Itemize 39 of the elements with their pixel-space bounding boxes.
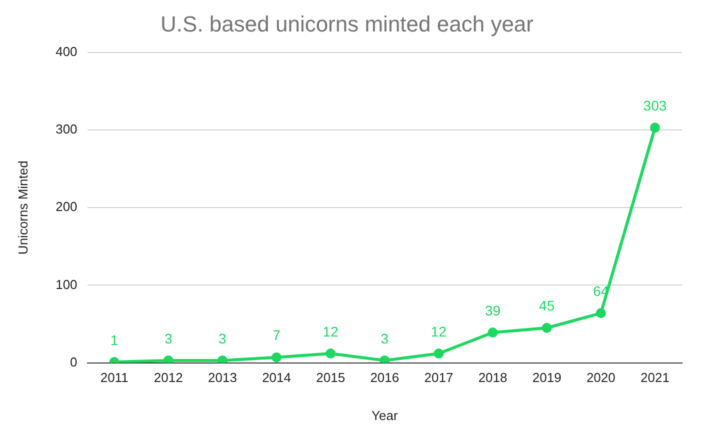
x-tick-label: 2018 xyxy=(478,370,508,386)
x-tick-label: 2021 xyxy=(640,370,670,386)
x-tick-label: 2012 xyxy=(154,370,183,386)
data-label: 3 xyxy=(218,330,227,346)
chart-title: U.S. based unicorns minted each year xyxy=(160,11,534,36)
y-tick-label: 100 xyxy=(56,276,78,292)
data-label: 3 xyxy=(164,330,172,346)
x-tick-label: 2011 xyxy=(100,370,128,386)
point xyxy=(326,348,336,358)
data-label: 1 xyxy=(110,332,118,348)
point xyxy=(434,348,444,358)
x-tick-label: 2020 xyxy=(586,370,616,386)
data-label: 45 xyxy=(539,298,555,314)
x-tick-label: 2013 xyxy=(208,370,237,386)
point xyxy=(488,328,498,338)
point xyxy=(650,122,660,133)
y-axis-title: Unicorns Minted xyxy=(15,160,30,255)
y-tick-label: 200 xyxy=(56,199,78,214)
y-tick-label: 0 xyxy=(70,354,78,370)
x-tick-label: 2017 xyxy=(424,370,454,386)
x-tick-label: 2015 xyxy=(316,370,346,386)
point xyxy=(272,352,282,362)
data-label: 12 xyxy=(430,323,447,340)
point xyxy=(217,355,228,363)
data-label: 39 xyxy=(484,302,501,318)
x-tick-label: 2014 xyxy=(262,370,291,386)
data-label: 12 xyxy=(322,323,339,340)
point xyxy=(596,308,606,318)
x-tick-label: 2016 xyxy=(370,370,400,386)
x-axis-title: Year xyxy=(372,408,398,423)
y-tick-label: 300 xyxy=(56,122,78,137)
data-label: 303 xyxy=(643,98,667,114)
x-tick-label: 2019 xyxy=(532,370,562,386)
data-label: 7 xyxy=(272,327,281,344)
point xyxy=(380,355,390,363)
data-label: 3 xyxy=(380,330,389,346)
point xyxy=(542,322,552,333)
point xyxy=(163,355,174,363)
y-tick-label: 400 xyxy=(56,44,78,59)
